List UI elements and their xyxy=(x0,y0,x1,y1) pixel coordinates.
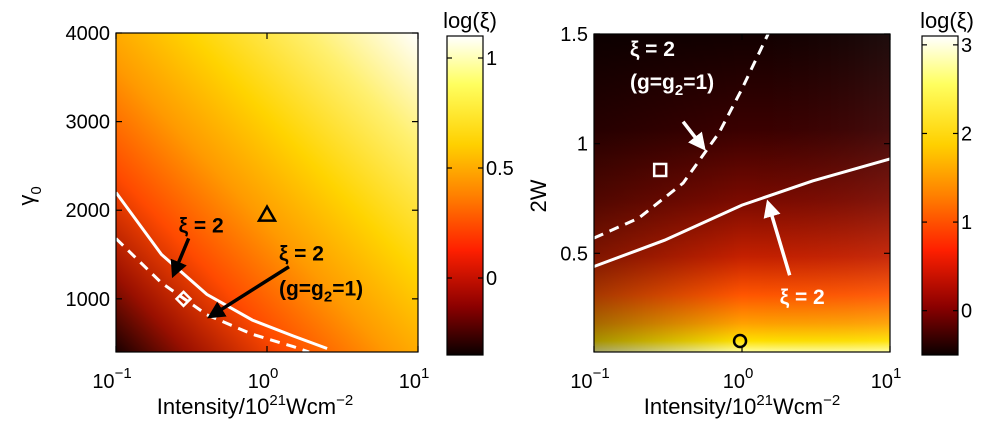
right-annotation-1: (g=g2=1) xyxy=(630,71,714,99)
right-annotation-arrow-2 xyxy=(763,199,792,276)
right-curve-dashed xyxy=(593,33,770,240)
left-colorbar-box xyxy=(446,35,484,356)
right-colorbar-tick-label: 0 xyxy=(961,301,972,323)
left-colorbar-tick-label: 1 xyxy=(486,48,497,70)
left-colorbar-ticks: 00.51 xyxy=(447,48,514,290)
right-contour-curves xyxy=(593,33,891,268)
right-colorbar-tick-label: 3 xyxy=(961,35,972,57)
left-annotation-arrow-0 xyxy=(170,237,191,279)
left-annotation-1: ξ = 2 xyxy=(279,243,324,266)
left-annotation-arrow-1 xyxy=(207,265,290,319)
left-colorbar-tick-label: 0.5 xyxy=(486,158,514,180)
right-colorbar-tick-label: 1 xyxy=(961,212,972,234)
right-annotations: ξ = 2 (g=g2=1) ξ = 2 xyxy=(630,38,825,309)
left-curve-solid xyxy=(114,191,328,350)
right-y-tick-label: 0.5 xyxy=(560,243,588,265)
right-colorbar: 0 1 2 3 log(ξ) xyxy=(920,8,974,356)
left-heatmap-field xyxy=(116,33,418,352)
left-y-ticks: 1000 2000 3000 4000 xyxy=(66,23,418,311)
left-y-tick-label: 4000 xyxy=(66,23,111,45)
right-x-ticks: 10−1 100 101 xyxy=(570,34,901,393)
right-colorbar-box xyxy=(921,35,959,356)
left-diamond-marker xyxy=(174,290,193,308)
right-heatmap-shade xyxy=(594,34,890,352)
right-x-axis-label: Intensity/1021Wcm−2 xyxy=(644,392,840,419)
left-colorbar-tick-label: 0 xyxy=(486,268,497,290)
right-curve-solid xyxy=(593,157,891,268)
right-heatmap-panel: ξ = 2 (g=g2=1) ξ = 2 10−1 100 101 0.5 1 1.5 In… xyxy=(526,24,901,419)
right-circle-marker xyxy=(732,333,748,349)
left-x-tick-label: 10−1 xyxy=(92,365,131,393)
left-annotation-2: (g=g2=1) xyxy=(279,277,363,305)
left-colorbar-fill xyxy=(447,36,483,355)
right-colorbar-tick-label: 2 xyxy=(961,123,972,145)
right-annotation-0: ξ = 2 xyxy=(630,38,675,61)
right-y-ticks: 0.5 1 1.5 xyxy=(560,24,890,265)
left-heatmap-panel: ξ = 2 ξ = 2 (g=g2=1) 10−1 100 101 1000 2000 30… xyxy=(14,23,429,419)
left-colorbar: 00.51 log(ξ) xyxy=(443,8,514,356)
right-colorbar-ticks: 0 1 2 3 xyxy=(922,35,972,323)
left-x-ticks: 10−1 100 101 xyxy=(92,33,429,393)
left-y-axis-label: γ0 xyxy=(14,186,45,205)
right-x-tick-label: 10−1 xyxy=(570,365,609,393)
left-annotation-0: ξ = 2 xyxy=(179,214,224,237)
right-y-tick-label: 1.5 xyxy=(560,24,588,46)
left-triangle-marker xyxy=(256,204,278,222)
left-curve-dashed xyxy=(114,237,310,354)
left-y-tick-label: 2000 xyxy=(66,200,111,222)
left-y-tick-label: 3000 xyxy=(66,112,111,134)
left-annotations: ξ = 2 ξ = 2 (g=g2=1) xyxy=(170,214,363,319)
right-square-marker xyxy=(652,162,668,178)
left-contour-curves xyxy=(114,191,328,354)
right-x-tick-label: 100 xyxy=(723,365,754,393)
left-x-tick-label: 101 xyxy=(399,365,430,393)
left-markers xyxy=(174,204,278,308)
right-x-tick-label: 101 xyxy=(871,365,902,393)
left-x-axis-label: Intensity/1021Wcm−2 xyxy=(157,392,353,419)
right-colorbar-fill xyxy=(922,36,958,355)
right-annotation-arrow-1 xyxy=(681,120,706,151)
left-colorbar-label: log(ξ) xyxy=(443,8,497,33)
right-colorbar-label: log(ξ) xyxy=(920,8,974,33)
right-y-axis-label: 2W xyxy=(526,179,551,212)
left-y-tick-label: 1000 xyxy=(66,289,111,311)
right-y-tick-label: 1 xyxy=(577,134,588,156)
right-annotation-2: ξ = 2 xyxy=(780,286,825,309)
left-x-tick-label: 100 xyxy=(248,365,279,393)
right-markers xyxy=(652,162,748,349)
